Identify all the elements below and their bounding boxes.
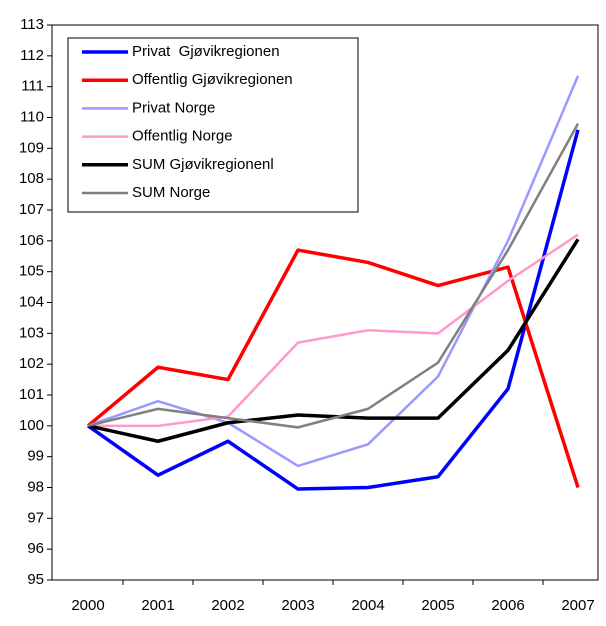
y-tick-label: 101 [19, 386, 44, 403]
x-tick-label: 2001 [141, 597, 174, 614]
legend-label: SUM Gjøvikregionenl [132, 156, 274, 173]
y-tick-label: 113 [20, 16, 44, 33]
legend-label: Privat Gjøvikregionen [132, 43, 280, 60]
y-tick-label: 97 [27, 509, 44, 526]
y-tick-label: 103 [19, 324, 44, 341]
x-tick-label: 2004 [351, 597, 384, 614]
legend-label: Privat Norge [132, 99, 215, 116]
y-tick-label: 104 [19, 293, 44, 310]
y-tick-label: 110 [20, 108, 44, 125]
y-tick-label: 111 [21, 78, 44, 95]
y-tick-label: 109 [19, 139, 44, 156]
series-line [87, 238, 580, 443]
legend-label: Offentlig Norge [132, 128, 233, 145]
y-tick-label: 95 [27, 571, 44, 588]
series-line [87, 123, 580, 429]
series-line [87, 75, 580, 468]
x-tick-label: 2006 [491, 597, 524, 614]
x-tick-label: 2007 [561, 597, 594, 614]
x-tick-label: 2002 [211, 597, 244, 614]
x-tick-label: 2005 [421, 597, 454, 614]
y-tick-label: 105 [19, 263, 44, 280]
y-tick-label: 108 [19, 170, 44, 187]
y-tick-label: 96 [27, 540, 44, 557]
y-tick-label: 100 [19, 417, 44, 434]
x-tick-label: 2000 [71, 597, 104, 614]
y-tick-label: 99 [27, 448, 44, 465]
y-tick-label: 102 [19, 355, 44, 372]
legend-label: SUM Norge [132, 184, 210, 201]
legend-box [67, 37, 359, 213]
y-tick-label: 107 [19, 201, 44, 218]
series-line [86, 129, 580, 491]
legend-label: Offentlig Gjøvikregionen [132, 71, 293, 88]
series-line [88, 233, 579, 428]
x-tick-label: 2003 [281, 597, 314, 614]
series-line [86, 248, 580, 489]
y-tick-label: 112 [20, 47, 44, 64]
y-tick-label: 98 [27, 478, 44, 495]
y-tick-label: 106 [19, 232, 44, 249]
